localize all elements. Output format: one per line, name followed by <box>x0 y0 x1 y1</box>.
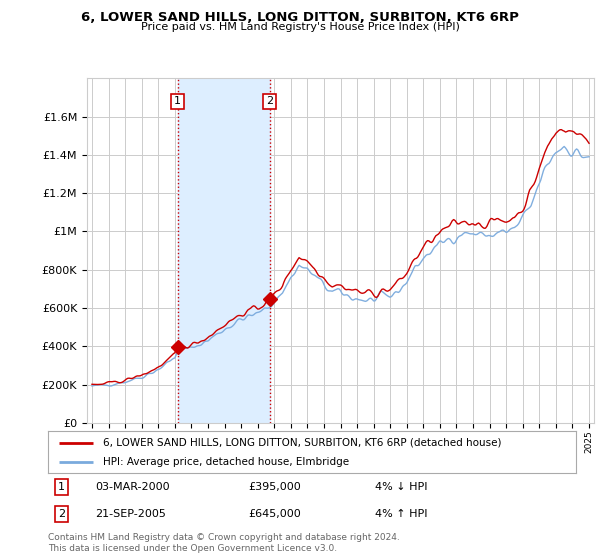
Text: 2: 2 <box>58 509 65 519</box>
Text: 21-SEP-2005: 21-SEP-2005 <box>95 509 166 519</box>
Text: 1: 1 <box>58 482 65 492</box>
Text: 1: 1 <box>174 96 181 106</box>
Text: 4% ↓ HPI: 4% ↓ HPI <box>376 482 428 492</box>
Text: 6, LOWER SAND HILLS, LONG DITTON, SURBITON, KT6 6RP: 6, LOWER SAND HILLS, LONG DITTON, SURBIT… <box>81 11 519 24</box>
Text: HPI: Average price, detached house, Elmbridge: HPI: Average price, detached house, Elmb… <box>103 457 350 467</box>
Text: Contains HM Land Registry data © Crown copyright and database right 2024.
This d: Contains HM Land Registry data © Crown c… <box>48 533 400 553</box>
Text: 2: 2 <box>266 96 273 106</box>
Text: £395,000: £395,000 <box>248 482 301 492</box>
Text: 6, LOWER SAND HILLS, LONG DITTON, SURBITON, KT6 6RP (detached house): 6, LOWER SAND HILLS, LONG DITTON, SURBIT… <box>103 437 502 447</box>
Text: £645,000: £645,000 <box>248 509 301 519</box>
Text: 4% ↑ HPI: 4% ↑ HPI <box>376 509 428 519</box>
Text: Price paid vs. HM Land Registry's House Price Index (HPI): Price paid vs. HM Land Registry's House … <box>140 22 460 32</box>
Text: 03-MAR-2000: 03-MAR-2000 <box>95 482 170 492</box>
Bar <box>178 78 269 423</box>
